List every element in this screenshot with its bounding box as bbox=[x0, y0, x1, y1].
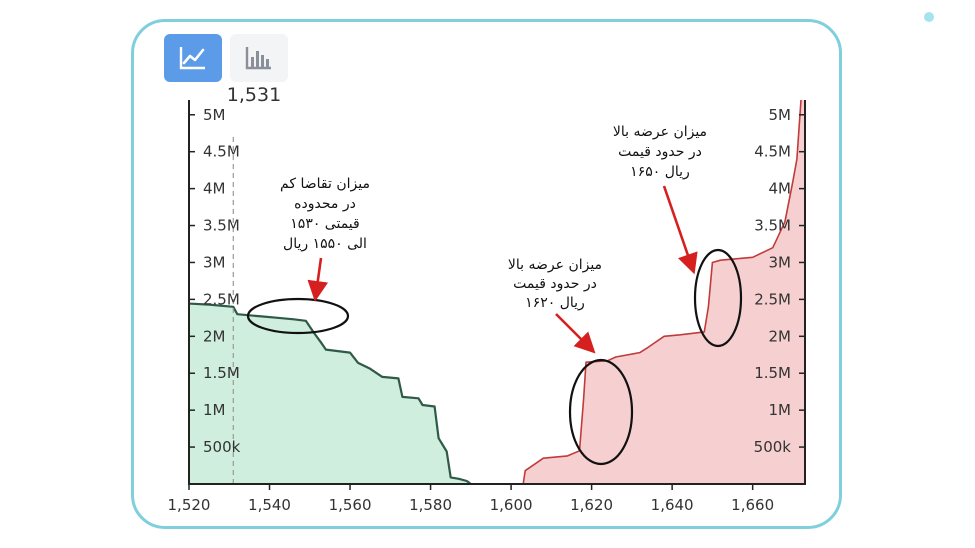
y-tick-label-right: 4M bbox=[769, 180, 792, 198]
x-tick-label: 1,580 bbox=[409, 496, 452, 514]
demand-note-line: در محدوده bbox=[294, 196, 356, 212]
y-tick-label-right: 5M bbox=[769, 106, 792, 124]
y-tick-label-left: 3.5M bbox=[203, 217, 240, 235]
x-tick-label: 1,540 bbox=[248, 496, 291, 514]
y-tick-label-left: 5M bbox=[203, 106, 226, 124]
decorative-dot bbox=[924, 12, 934, 22]
x-tick-label: 1,600 bbox=[490, 496, 533, 514]
x-tick-label: 1,560 bbox=[329, 496, 372, 514]
supply-note-1650-line: در حدود قیمت bbox=[618, 144, 702, 160]
supply-note-1620-highlight-ellipse bbox=[568, 358, 634, 466]
ask-depth-area bbox=[523, 100, 805, 484]
supply-note-1650-highlight-ellipse bbox=[693, 248, 743, 348]
bar-chart-button[interactable] bbox=[230, 34, 288, 82]
y-tick-label-right: 1M bbox=[769, 401, 792, 419]
y-tick-label-right: 2.5M bbox=[754, 290, 791, 308]
demand-note-arrow bbox=[307, 257, 329, 302]
supply-note-1620-line: ۱۶۲۰ ریال bbox=[525, 295, 585, 311]
x-tick-label: 1,640 bbox=[651, 496, 694, 514]
line-chart-button[interactable] bbox=[164, 34, 222, 82]
y-tick-label-right: 500k bbox=[754, 438, 792, 456]
y-tick-label-right: 1.5M bbox=[754, 364, 791, 382]
supply-note-1650-line: ۱۶۵۰ ریال bbox=[630, 164, 690, 180]
ask-depth-line bbox=[522, 100, 802, 484]
y-tick-label-right: 3M bbox=[769, 253, 792, 271]
demand-note-line: الی ۱۵۵۰ ریال bbox=[283, 236, 367, 252]
y-tick-label-left: 1M bbox=[203, 401, 226, 419]
supply-note-1620-line: در حدود قیمت bbox=[513, 276, 597, 292]
y-tick-label-left: 3M bbox=[203, 253, 226, 271]
demand-note-highlight-ellipse bbox=[246, 297, 350, 335]
y-tick-label-left: 4.5M bbox=[203, 143, 240, 161]
supply-note-1650-arrow bbox=[662, 185, 698, 275]
y-tick-label-left: 4M bbox=[203, 180, 226, 198]
y-tick-label-left: 1.5M bbox=[203, 364, 240, 382]
x-tick-label: 1,520 bbox=[168, 496, 211, 514]
bid-depth-area bbox=[189, 196, 471, 484]
y-tick-label-right: 3.5M bbox=[754, 217, 791, 235]
supply-note-1650-line: میزان عرضه بالا bbox=[613, 124, 707, 140]
y-tick-label-left: 500k bbox=[203, 438, 241, 456]
y-tick-label-right: 2M bbox=[769, 327, 792, 345]
supply-note-1620-line: میزان عرضه بالا bbox=[508, 257, 602, 273]
bar-chart-icon bbox=[245, 47, 271, 70]
demand-note-line: قیمتی ۱۵۳۰ bbox=[290, 216, 359, 232]
cursor-price-label: 1,531 bbox=[227, 84, 281, 106]
x-tick-label: 1,620 bbox=[570, 496, 613, 514]
supply-note-1620-arrow bbox=[555, 313, 596, 354]
demand-note-line: میزان تقاضا کم bbox=[280, 176, 370, 192]
y-tick-label-left: 2.5M bbox=[203, 290, 240, 308]
line-chart-icon bbox=[179, 47, 205, 70]
y-tick-label-right: 4.5M bbox=[754, 143, 791, 161]
y-tick-label-left: 2M bbox=[203, 327, 226, 345]
bid-depth-line bbox=[189, 302, 472, 484]
x-tick-label: 1,660 bbox=[731, 496, 774, 514]
